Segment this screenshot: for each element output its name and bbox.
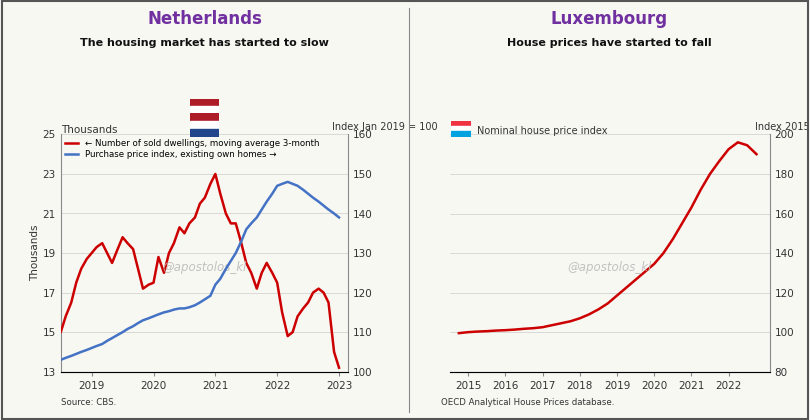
Text: Source: CBS.: Source: CBS. bbox=[61, 399, 116, 407]
Text: OECD Analytical House Prices database.: OECD Analytical House Prices database. bbox=[441, 399, 615, 407]
Bar bbox=[190, 114, 219, 122]
Text: Index Jan 2019 = 100: Index Jan 2019 = 100 bbox=[332, 122, 437, 132]
Bar bbox=[190, 121, 219, 129]
Text: Nominal house price index: Nominal house price index bbox=[477, 126, 608, 136]
Bar bbox=[451, 121, 471, 126]
Bar bbox=[190, 113, 219, 121]
Bar bbox=[451, 131, 471, 136]
Text: House prices have started to fall: House prices have started to fall bbox=[507, 38, 712, 48]
Bar bbox=[190, 129, 219, 136]
Bar bbox=[190, 99, 219, 106]
Text: Index 2015  = 100: Index 2015 = 100 bbox=[755, 122, 810, 132]
Y-axis label: Thousands: Thousands bbox=[30, 225, 40, 281]
Text: Thousands: Thousands bbox=[61, 125, 117, 135]
Bar bbox=[190, 106, 219, 114]
Text: Netherlands: Netherlands bbox=[147, 10, 262, 29]
Text: @apostolos_kl: @apostolos_kl bbox=[567, 261, 652, 274]
Legend: ← Number of sold dwellings, moving average 3-month, Purchase price index, existi: ← Number of sold dwellings, moving avera… bbox=[65, 139, 319, 159]
Bar bbox=[451, 126, 471, 131]
Text: The housing market has started to slow: The housing market has started to slow bbox=[80, 38, 329, 48]
Text: @apostolos_kl: @apostolos_kl bbox=[162, 261, 247, 274]
Text: Luxembourg: Luxembourg bbox=[551, 10, 668, 29]
